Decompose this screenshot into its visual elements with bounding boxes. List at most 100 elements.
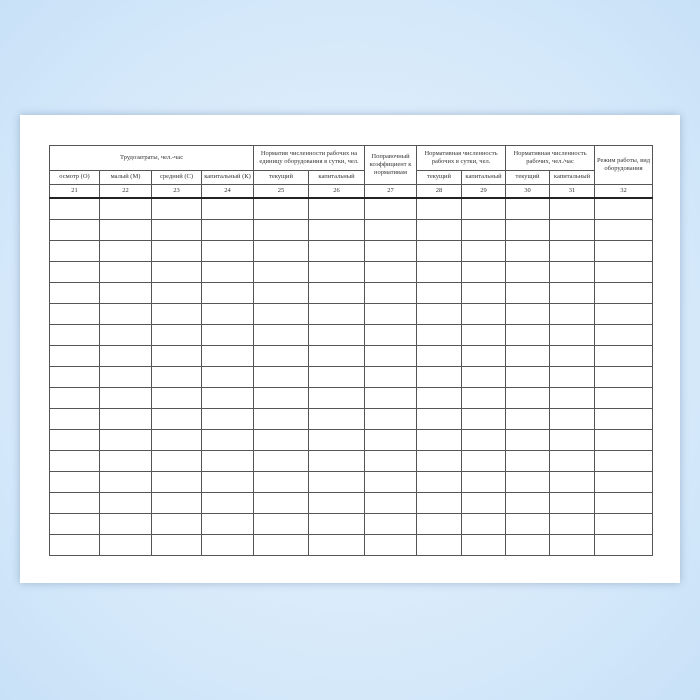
empty-cell[interactable] bbox=[151, 345, 202, 367]
empty-cell[interactable] bbox=[49, 450, 100, 472]
empty-cell[interactable] bbox=[416, 282, 463, 304]
empty-cell[interactable] bbox=[416, 387, 463, 409]
empty-cell[interactable] bbox=[549, 282, 596, 304]
empty-cell[interactable] bbox=[416, 345, 463, 367]
empty-cell[interactable] bbox=[253, 219, 310, 241]
empty-cell[interactable] bbox=[461, 366, 507, 388]
empty-cell[interactable] bbox=[49, 240, 100, 262]
empty-cell[interactable] bbox=[505, 303, 551, 325]
empty-cell[interactable] bbox=[364, 534, 418, 556]
empty-cell[interactable] bbox=[99, 197, 152, 220]
empty-cell[interactable] bbox=[99, 408, 152, 430]
empty-cell[interactable] bbox=[151, 282, 202, 304]
empty-cell[interactable] bbox=[505, 240, 551, 262]
empty-cell[interactable] bbox=[49, 387, 100, 409]
empty-cell[interactable] bbox=[594, 534, 654, 556]
empty-cell[interactable] bbox=[505, 366, 551, 388]
empty-cell[interactable] bbox=[200, 450, 255, 472]
empty-cell[interactable] bbox=[151, 492, 202, 514]
empty-cell[interactable] bbox=[200, 492, 255, 514]
empty-cell[interactable] bbox=[253, 471, 310, 493]
empty-cell[interactable] bbox=[364, 197, 418, 220]
empty-cell[interactable] bbox=[253, 324, 310, 346]
empty-cell[interactable] bbox=[461, 261, 507, 283]
empty-cell[interactable] bbox=[151, 219, 202, 241]
empty-cell[interactable] bbox=[308, 429, 366, 451]
empty-cell[interactable] bbox=[416, 408, 463, 430]
empty-cell[interactable] bbox=[253, 429, 310, 451]
empty-cell[interactable] bbox=[99, 261, 152, 283]
empty-cell[interactable] bbox=[364, 303, 418, 325]
empty-cell[interactable] bbox=[549, 387, 596, 409]
empty-cell[interactable] bbox=[200, 471, 255, 493]
empty-cell[interactable] bbox=[253, 240, 310, 262]
empty-cell[interactable] bbox=[594, 261, 654, 283]
empty-cell[interactable] bbox=[200, 534, 255, 556]
empty-cell[interactable] bbox=[253, 534, 310, 556]
empty-cell[interactable] bbox=[151, 534, 202, 556]
empty-cell[interactable] bbox=[364, 366, 418, 388]
empty-cell[interactable] bbox=[200, 197, 255, 220]
empty-cell[interactable] bbox=[99, 534, 152, 556]
empty-cell[interactable] bbox=[253, 303, 310, 325]
empty-cell[interactable] bbox=[99, 219, 152, 241]
empty-cell[interactable] bbox=[594, 282, 654, 304]
empty-cell[interactable] bbox=[461, 219, 507, 241]
empty-cell[interactable] bbox=[49, 261, 100, 283]
empty-cell[interactable] bbox=[416, 197, 463, 220]
empty-cell[interactable] bbox=[505, 261, 551, 283]
empty-cell[interactable] bbox=[461, 471, 507, 493]
empty-cell[interactable] bbox=[364, 387, 418, 409]
empty-cell[interactable] bbox=[594, 492, 654, 514]
empty-cell[interactable] bbox=[505, 471, 551, 493]
empty-cell[interactable] bbox=[416, 261, 463, 283]
empty-cell[interactable] bbox=[49, 513, 100, 535]
empty-cell[interactable] bbox=[253, 492, 310, 514]
empty-cell[interactable] bbox=[253, 366, 310, 388]
empty-cell[interactable] bbox=[594, 303, 654, 325]
empty-cell[interactable] bbox=[151, 366, 202, 388]
empty-cell[interactable] bbox=[49, 219, 100, 241]
empty-cell[interactable] bbox=[594, 240, 654, 262]
empty-cell[interactable] bbox=[549, 408, 596, 430]
empty-cell[interactable] bbox=[461, 534, 507, 556]
empty-cell[interactable] bbox=[99, 513, 152, 535]
empty-cell[interactable] bbox=[99, 450, 152, 472]
empty-cell[interactable] bbox=[253, 408, 310, 430]
empty-cell[interactable] bbox=[308, 345, 366, 367]
empty-cell[interactable] bbox=[151, 408, 202, 430]
empty-cell[interactable] bbox=[416, 240, 463, 262]
empty-cell[interactable] bbox=[49, 429, 100, 451]
empty-cell[interactable] bbox=[99, 492, 152, 514]
empty-cell[interactable] bbox=[151, 324, 202, 346]
empty-cell[interactable] bbox=[549, 471, 596, 493]
empty-cell[interactable] bbox=[308, 303, 366, 325]
empty-cell[interactable] bbox=[200, 261, 255, 283]
empty-cell[interactable] bbox=[416, 219, 463, 241]
empty-cell[interactable] bbox=[151, 303, 202, 325]
empty-cell[interactable] bbox=[461, 408, 507, 430]
empty-cell[interactable] bbox=[594, 429, 654, 451]
empty-cell[interactable] bbox=[308, 513, 366, 535]
empty-cell[interactable] bbox=[461, 282, 507, 304]
empty-cell[interactable] bbox=[461, 387, 507, 409]
empty-cell[interactable] bbox=[200, 219, 255, 241]
empty-cell[interactable] bbox=[505, 534, 551, 556]
empty-cell[interactable] bbox=[505, 282, 551, 304]
empty-cell[interactable] bbox=[364, 408, 418, 430]
empty-cell[interactable] bbox=[49, 324, 100, 346]
empty-cell[interactable] bbox=[364, 345, 418, 367]
empty-cell[interactable] bbox=[253, 513, 310, 535]
empty-cell[interactable] bbox=[364, 261, 418, 283]
empty-cell[interactable] bbox=[505, 387, 551, 409]
empty-cell[interactable] bbox=[308, 387, 366, 409]
empty-cell[interactable] bbox=[49, 197, 100, 220]
empty-cell[interactable] bbox=[49, 345, 100, 367]
empty-cell[interactable] bbox=[364, 219, 418, 241]
empty-cell[interactable] bbox=[49, 282, 100, 304]
empty-cell[interactable] bbox=[253, 450, 310, 472]
empty-cell[interactable] bbox=[594, 471, 654, 493]
empty-cell[interactable] bbox=[253, 197, 310, 220]
empty-cell[interactable] bbox=[308, 471, 366, 493]
empty-cell[interactable] bbox=[416, 534, 463, 556]
